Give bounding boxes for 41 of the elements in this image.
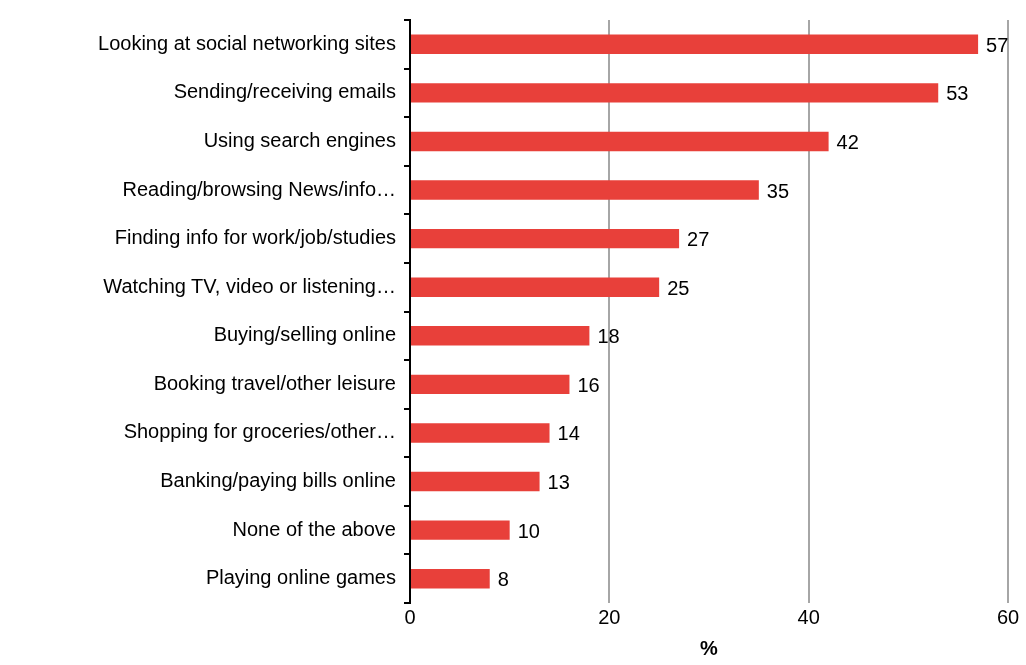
y-tick-label: None of the above [232,517,396,540]
data-label: 10 [517,519,540,542]
bar [411,277,660,297]
data-label: 53 [946,82,969,105]
data-label: 25 [667,276,690,299]
data-label: 27 [687,228,710,251]
x-tick-label: 20 [598,605,621,628]
data-label: 35 [766,179,790,202]
bar [411,228,680,249]
data-label: 18 [597,325,620,348]
bar [411,374,570,395]
y-tick-label: Looking at social networking sites [98,31,396,54]
data-label: 8 [497,568,509,591]
y-tick-label: Shopping for groceries/other… [123,420,396,443]
bar [411,34,979,55]
y-tick-label: Reading/browsing News/info… [122,177,396,200]
bar [411,326,590,346]
x-tick-label: 0 [404,605,416,628]
bar [411,83,939,103]
x-axis-title: % [700,636,719,659]
data-label: 14 [557,422,580,445]
data-label: 57 [986,33,1009,56]
y-tick-label: Playing online games [205,566,396,589]
data-label: 13 [547,471,570,494]
y-tick-label: Using search engines [203,128,396,151]
bar [411,520,510,540]
bar [411,131,829,152]
x-tick-label: 60 [996,605,1020,628]
y-tick-label: Buying/selling online [213,323,396,346]
bar [411,568,490,589]
bar [411,471,540,492]
data-label: 16 [577,373,600,396]
y-tick-label: Booking travel/other leisure [153,371,396,394]
bar [411,180,759,200]
y-tick-label: Banking/paying bills online [160,469,396,492]
bar [411,423,550,443]
y-tick-label: Watching TV, video or listening… [103,274,396,297]
data-label: 42 [836,130,859,153]
y-tick-label: Finding info for work/job/studies [114,226,396,249]
x-tick-label: 40 [797,605,820,628]
y-tick-label: Sending/receiving emails [173,80,396,103]
